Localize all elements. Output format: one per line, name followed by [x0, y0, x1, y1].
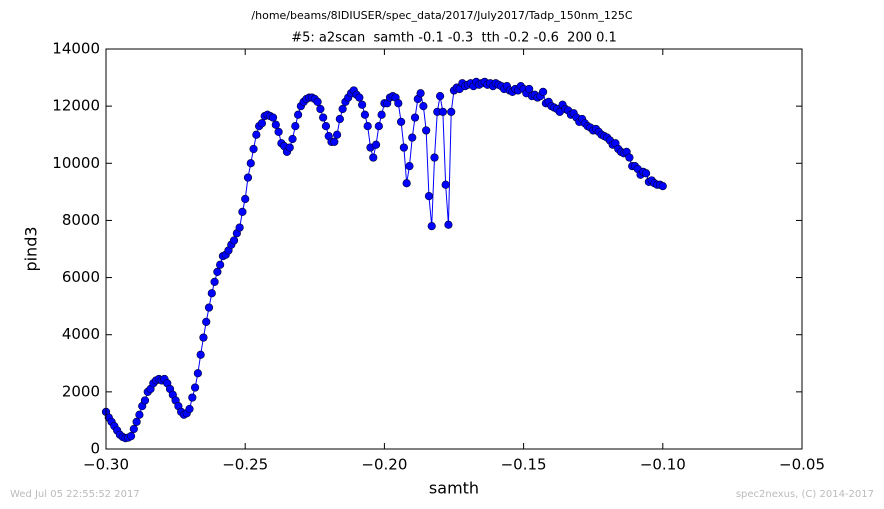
data-point — [129, 424, 138, 434]
chart-title: #5: a2scan samth -0.1 -0.3 tth -0.2 -0.6… — [291, 31, 617, 46]
data-point — [216, 260, 225, 269]
data-point — [238, 207, 247, 216]
y-tick-label: 14000 — [52, 40, 100, 58]
data-point — [408, 133, 417, 142]
data-point — [252, 130, 261, 139]
axes-frame — [105, 48, 803, 450]
data-point — [316, 104, 325, 114]
data-point — [126, 432, 136, 441]
data-point — [405, 162, 414, 171]
data-point — [416, 89, 425, 98]
data-point — [374, 122, 383, 131]
data-point — [213, 267, 222, 276]
data-point — [235, 223, 244, 232]
data-point — [330, 137, 339, 146]
x-tick-label: −0.25 — [222, 456, 268, 474]
data-point — [293, 110, 303, 119]
y-axis-label: pind3 — [22, 226, 41, 271]
data-point — [438, 107, 447, 116]
y-tick-label: 12000 — [52, 97, 100, 115]
y-tick-label: 4000 — [62, 325, 100, 343]
x-tick-label: −0.10 — [640, 456, 686, 474]
data-point — [319, 113, 328, 122]
data-point — [441, 180, 450, 189]
x-tick-label: −0.30 — [83, 456, 129, 474]
data-point — [410, 113, 420, 122]
data-point — [402, 179, 411, 188]
data-point — [399, 143, 408, 152]
plot-area — [101, 77, 667, 443]
data-point — [397, 117, 406, 126]
data-point — [188, 393, 197, 402]
data-point — [430, 153, 439, 162]
data-point — [358, 100, 367, 109]
y-tick-label: 2000 — [62, 382, 100, 400]
data-point — [210, 277, 219, 286]
data-point — [243, 173, 253, 182]
data-point — [360, 110, 370, 119]
x-tick-label: −0.15 — [501, 456, 547, 474]
data-point — [140, 396, 150, 405]
data-point — [132, 417, 141, 426]
data-point — [193, 369, 202, 378]
y-tick-label: 6000 — [62, 268, 100, 286]
data-point — [285, 143, 294, 152]
data-point — [249, 144, 258, 154]
data-point — [321, 122, 331, 131]
x-tick-label: −0.05 — [779, 456, 825, 474]
data-point — [199, 333, 208, 342]
data-point — [268, 113, 278, 122]
data-point — [135, 410, 144, 419]
data-point — [525, 84, 534, 94]
data-point — [257, 119, 267, 128]
data-point — [371, 140, 381, 149]
data-point — [274, 127, 283, 136]
data-point — [335, 114, 344, 124]
data-point — [658, 182, 667, 191]
data-point — [196, 350, 205, 359]
data-point — [185, 404, 194, 414]
data-point — [394, 99, 403, 108]
data-point — [538, 87, 548, 96]
data-point — [355, 93, 364, 102]
data-point — [332, 130, 342, 139]
footer-right: spec2nexus, (C) 2014-2017 — [736, 489, 874, 500]
data-point — [229, 236, 239, 245]
y-tick-label: 10000 — [52, 154, 100, 172]
data-point — [625, 153, 634, 162]
y-tick-label: 0 — [90, 440, 100, 458]
data-point — [422, 126, 431, 135]
data-point — [363, 122, 372, 131]
data-point — [641, 169, 651, 178]
data-point — [241, 194, 250, 204]
data-point — [288, 134, 297, 144]
data-point — [271, 120, 280, 129]
data-point — [435, 92, 445, 101]
data-point — [313, 97, 322, 106]
data-point — [419, 102, 428, 111]
data-point — [246, 159, 255, 168]
data-point — [424, 192, 434, 201]
data-point — [338, 104, 347, 114]
x-axis-label: samth — [429, 479, 479, 498]
data-point — [444, 220, 453, 229]
data-point — [447, 107, 456, 116]
y-tick-label: 8000 — [62, 211, 100, 229]
footer-left: Wed Jul 05 22:55:52 2017 — [10, 489, 140, 500]
data-point — [377, 110, 386, 119]
data-point — [427, 222, 436, 231]
data-point — [202, 317, 211, 326]
data-point — [291, 122, 300, 131]
data-point — [190, 383, 200, 392]
data-point — [204, 303, 214, 312]
data-point — [207, 289, 216, 298]
suptitle: /home/beams/8IDIUSER/spec_data/2017/July… — [251, 9, 633, 22]
data-point — [369, 153, 378, 162]
x-tick-label: −0.20 — [361, 456, 407, 474]
